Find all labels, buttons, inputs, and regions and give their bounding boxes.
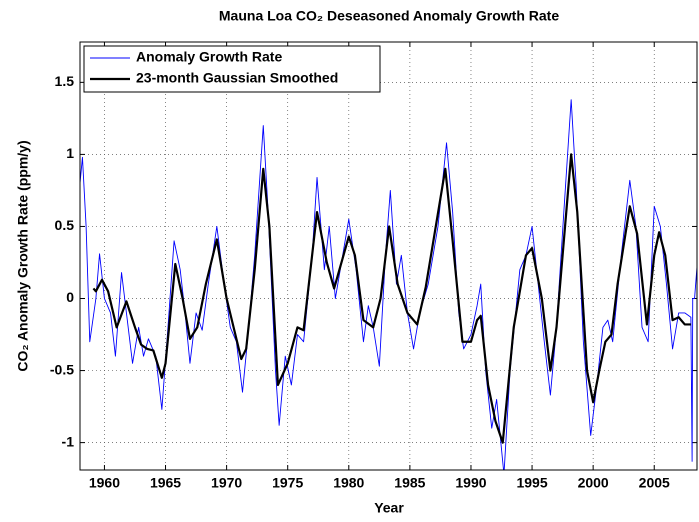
y-tick-label: 1.5 <box>55 73 75 89</box>
x-axis-label: Year <box>374 500 404 516</box>
legend-box <box>83 45 381 93</box>
y-tick-label: 1 <box>66 145 74 161</box>
x-tick-label: 1990 <box>455 475 486 491</box>
plot-frame <box>79 41 698 471</box>
y-tick-label: -0.5 <box>50 361 74 377</box>
y-axis-label: CO₂ Anomaly Growth Rate (ppm/y) <box>15 140 31 371</box>
x-tick-label: 1975 <box>272 475 303 491</box>
x-tick-label: 1985 <box>394 475 425 491</box>
x-tick-label: 1965 <box>150 475 181 491</box>
y-tick-label: 0 <box>66 289 74 305</box>
x-tick-label: 2005 <box>639 475 670 491</box>
x-tick-label: 1995 <box>516 475 547 491</box>
x-tick-label: 1980 <box>333 475 364 491</box>
x-tick-label: 2000 <box>578 475 609 491</box>
y-tick-label: -1 <box>62 433 75 449</box>
legend-label: Anomaly Growth Rate <box>136 49 282 65</box>
y-tick-label: 0.5 <box>55 217 75 233</box>
legend-label: 23-month Gaussian Smoothed <box>136 70 338 86</box>
x-tick-label: 1970 <box>211 475 242 491</box>
x-tick-label: 1960 <box>89 475 120 491</box>
series-line <box>92 153 691 444</box>
chart-title: Mauna Loa CO₂ Deseasoned Anomaly Growth … <box>219 8 559 24</box>
